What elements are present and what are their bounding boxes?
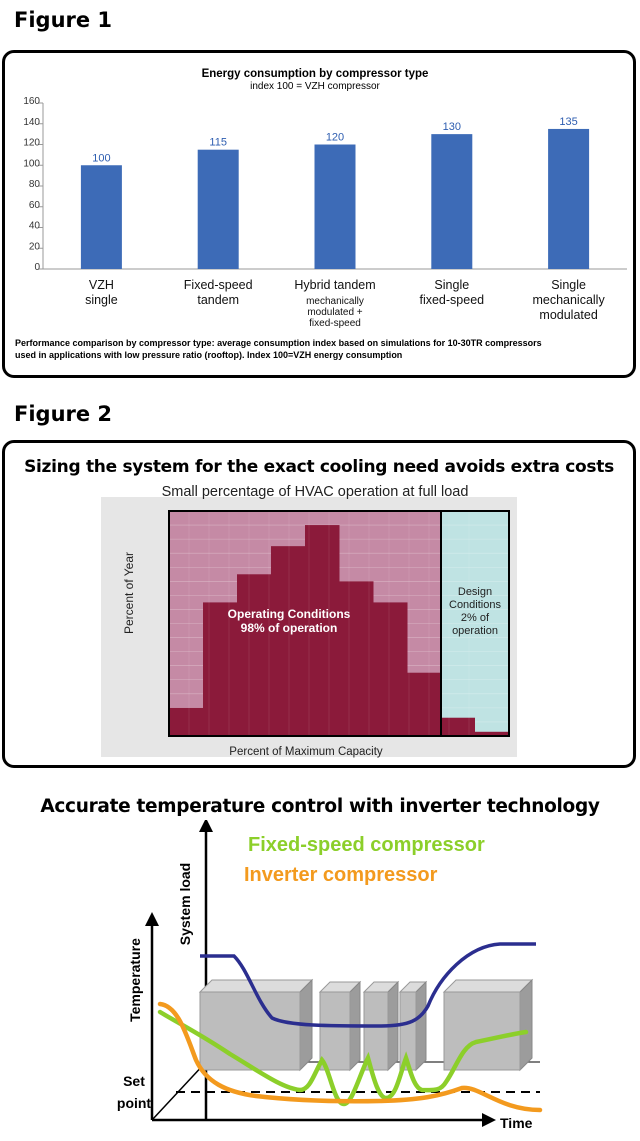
bar	[548, 128, 590, 269]
category-label: mechanically	[532, 293, 605, 307]
figure-2-panel: Sizing the system for the exact cooling …	[2, 440, 636, 768]
figure-1-label: Figure 1	[14, 8, 113, 32]
bar-value-label: 130	[443, 121, 461, 133]
category-label: fixed-speed	[419, 293, 484, 307]
system-load-line	[200, 942, 536, 1028]
load-block-side	[415, 980, 427, 1072]
series-lines	[157, 942, 543, 1113]
operating-bar	[407, 672, 442, 736]
category-label: Fixed-speed	[184, 278, 253, 292]
legend-fixed-speed: Fixed-speed compressor	[248, 834, 485, 856]
operating-bar	[203, 602, 238, 736]
operating-bar	[169, 707, 204, 736]
load-block-front	[199, 991, 301, 1071]
y-tick-label: 80	[29, 179, 41, 190]
figure-2-label: Figure 2	[14, 402, 113, 426]
load-block-top	[442, 979, 534, 993]
inverter-line	[157, 1001, 543, 1113]
bar	[197, 149, 239, 269]
design-region	[441, 511, 509, 736]
category-label: Single	[551, 278, 586, 292]
caption-line-2: used in applications with low pressure r…	[15, 350, 402, 360]
operating-conditions-label: 98% of operation	[241, 621, 338, 635]
y-tick-label: 100	[23, 158, 40, 169]
category-label: single	[85, 293, 118, 307]
y-tick-label: 140	[23, 117, 40, 128]
load-block-side	[519, 978, 533, 1072]
category-label: modulated	[539, 308, 597, 322]
setpoint-label-line-1: Set	[123, 1073, 145, 1089]
figure-1-panel: Energy consumption by compressor type in…	[2, 50, 636, 378]
operating-bar	[305, 525, 340, 736]
design-conditions-label: operation	[452, 625, 498, 637]
bar	[314, 144, 356, 269]
temperature-control-chart: System load Temperature Set point Time F…	[117, 820, 543, 1131]
operating-bar	[339, 581, 374, 736]
y-tick-label: 0	[34, 262, 40, 273]
bar-value-label: 100	[92, 152, 110, 164]
operating-bar	[373, 602, 408, 736]
category-sublabel: mechanically	[306, 296, 364, 307]
temperature-label: Temperature	[127, 938, 143, 1022]
system-load-label: System load	[177, 863, 193, 945]
design-conditions-label: 2% of	[461, 612, 490, 624]
y-tick-label: 60	[29, 200, 41, 211]
system-load-axis-arrow	[199, 820, 213, 832]
y-tick-label: 160	[23, 96, 40, 107]
design-border	[440, 510, 510, 737]
design-bar	[441, 717, 475, 736]
bar-value-label: 135	[559, 116, 577, 128]
chart-title: Small percentage of HVAC operation at fu…	[162, 484, 469, 500]
category-sublabel: fixed-speed	[309, 318, 361, 329]
design-conditions-label: Design	[458, 586, 492, 598]
category-sublabel: modulated +	[307, 307, 362, 318]
figure-2-heading: Sizing the system for the exact cooling …	[24, 457, 614, 477]
time-axis-arrow	[482, 1113, 496, 1127]
chart-title: Energy consumption by compressor type	[202, 68, 429, 80]
hvac-operation-chart: Small percentage of HVAC operation at fu…	[101, 484, 517, 758]
load-blocks	[198, 978, 534, 1072]
energy-consumption-chart: Energy consumption by compressor type in…	[15, 68, 627, 360]
load-block-front	[319, 991, 351, 1071]
bar	[80, 165, 122, 269]
category-label: tandem	[197, 293, 239, 307]
operating-bar	[271, 546, 306, 736]
y-tick-label: 20	[29, 241, 41, 252]
y-tick-label: 120	[23, 138, 40, 149]
design-conditions-label: Conditions	[449, 599, 501, 611]
y-axis-label: Percent of Year	[122, 552, 136, 634]
category-label: Hybrid tandem	[294, 278, 375, 292]
load-block-front	[443, 991, 521, 1071]
category-label: Single	[434, 278, 469, 292]
setpoint-label-line-2: point	[117, 1095, 152, 1111]
operating-bar	[237, 574, 272, 736]
x-axis-label: Percent of Maximum Capacity	[229, 746, 383, 758]
figure-3-heading: Accurate temperature control with invert…	[40, 796, 600, 817]
bar-value-label: 115	[209, 137, 227, 149]
bar	[431, 134, 473, 269]
design-bar	[475, 731, 509, 736]
temperature-axis-arrow	[145, 912, 159, 926]
bar-value-label: 120	[326, 132, 344, 144]
legend-inverter: Inverter compressor	[244, 864, 438, 886]
category-label: VZH	[89, 278, 114, 292]
bars: 100 115 120 130 135	[80, 116, 590, 269]
operating-conditions-label: Operating Conditions	[228, 607, 351, 621]
y-tick-label: 40	[29, 221, 41, 232]
chart-subtitle: index 100 = VZH compressor	[250, 81, 380, 92]
fixed-speed-line	[157, 1009, 529, 1107]
caption-line-1: Performance comparison by compressor typ…	[15, 338, 542, 348]
time-label: Time	[500, 1115, 533, 1131]
